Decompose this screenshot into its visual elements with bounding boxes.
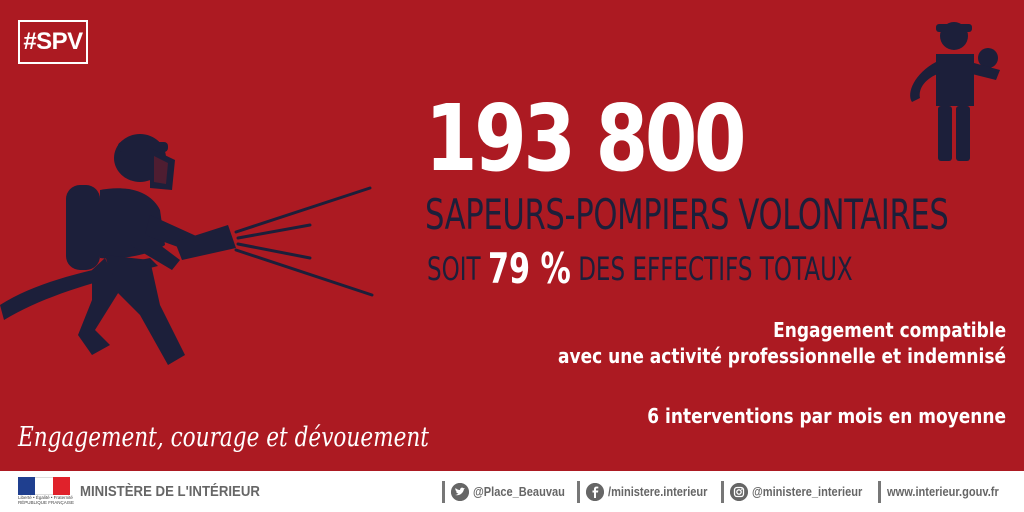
instagram-handle: @ministere_interieur <box>751 484 863 499</box>
ministry-name: MINISTÈRE DE L'INTÉRIEUR <box>80 483 260 500</box>
divider <box>576 480 580 503</box>
volunteer-count: 193 800 <box>425 85 747 192</box>
percent-value: 79 % <box>487 244 571 293</box>
twitter-link[interactable]: @Place_Beauvau <box>450 482 571 501</box>
website-url: www.interieur.gouv.fr <box>886 484 999 499</box>
note-line-2: avec une activité professionnelle et ind… <box>558 344 1006 368</box>
footer-bar: Liberté • Égalité • Fraternité RÉPUBLIQU… <box>0 471 1024 512</box>
headline-title: SAPEURS-POMPIERS VOLONTAIRES <box>425 190 949 239</box>
subtitle-prefix: SOIT <box>427 250 481 288</box>
note-line-3: 6 interventions par mois en moyenne <box>647 404 1006 428</box>
rescuer-carrying-child-icon <box>910 22 1000 161</box>
facebook-handle: /ministere.interieur <box>607 484 708 499</box>
logo-republic: RÉPUBLIQUE FRANÇAISE <box>18 500 75 505</box>
logo-motto: Liberté • Égalité • Fraternité <box>18 495 73 500</box>
social-links: @Place_Beauvau /ministere.interieur @min <box>436 479 1008 504</box>
subtitle-suffix: DES EFFECTIFS TOTAUX <box>578 250 853 288</box>
website-link[interactable]: www.interieur.gouv.fr <box>887 484 1008 499</box>
headline-subtitle: SOIT 79 % DES EFFECTIFS TOTAUX <box>427 244 853 294</box>
twitter-handle: @Place_Beauvau <box>472 484 565 499</box>
hashtag-badge: #SPV <box>18 20 88 64</box>
divider <box>441 480 445 503</box>
french-flag-icon <box>18 477 70 495</box>
note-line-1: Engagement compatible <box>772 318 1006 342</box>
instagram-link[interactable]: @ministere_interieur <box>729 482 872 501</box>
tagline: Engagement, courage et dévouement <box>18 422 429 453</box>
twitter-icon <box>450 482 469 501</box>
instagram-icon <box>729 482 748 501</box>
firefighter-hose-icon <box>0 134 374 365</box>
facebook-link[interactable]: /ministere.interieur <box>585 482 715 501</box>
divider <box>877 480 881 503</box>
divider <box>720 480 724 503</box>
marianne-logo: Liberté • Égalité • Fraternité RÉPUBLIQU… <box>18 477 75 507</box>
facebook-icon <box>585 482 604 501</box>
